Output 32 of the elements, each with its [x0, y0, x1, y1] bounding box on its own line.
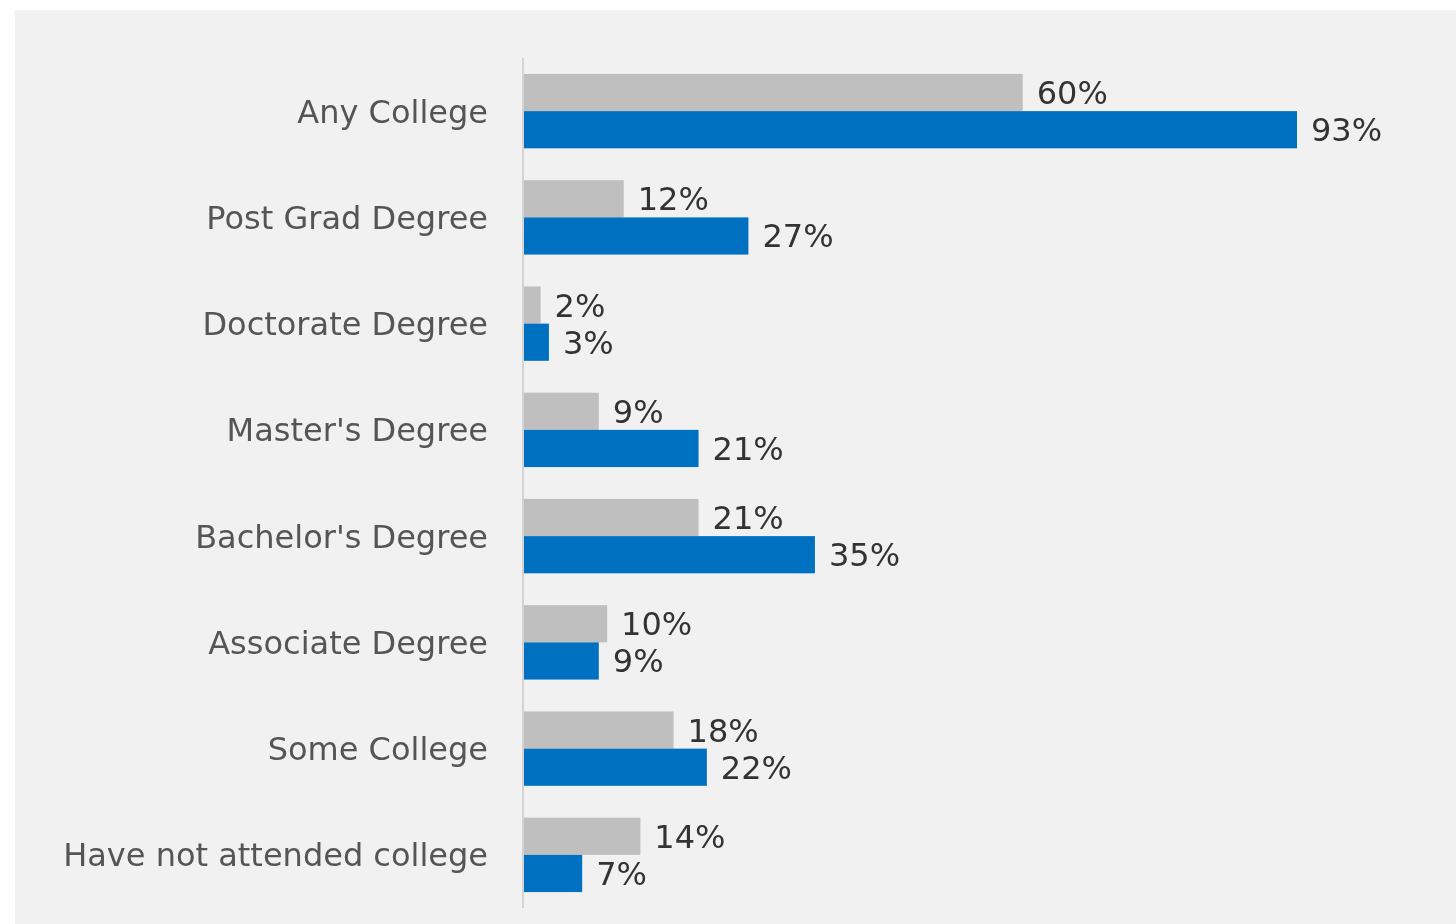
- y-tick-label: Associate Degree: [208, 623, 488, 662]
- y-tick-label: Some College: [267, 730, 488, 769]
- data-label: 12%: [637, 180, 709, 219]
- data-label: 21%: [712, 429, 784, 468]
- bar: [524, 642, 599, 680]
- data-label: 27%: [762, 217, 834, 256]
- y-tick-label: Bachelor's Degree: [195, 517, 488, 556]
- bar: [524, 323, 549, 361]
- data-label: 18%: [687, 711, 759, 750]
- bar: [524, 429, 699, 468]
- data-label: 3%: [562, 323, 614, 362]
- bar: [524, 536, 815, 574]
- y-tick-label: Have not attended college: [63, 836, 488, 875]
- data-label: 14%: [654, 817, 726, 856]
- data-label: 10%: [621, 605, 693, 644]
- y-tick-label: Doctorate Degree: [202, 305, 488, 344]
- bar: [524, 748, 707, 786]
- data-label: 22%: [720, 748, 792, 787]
- bar: [524, 111, 1297, 149]
- data-label: 7%: [596, 854, 647, 893]
- data-label: 35%: [828, 536, 901, 575]
- data-label: 21%: [712, 499, 784, 538]
- y-tick-label: Post Grad Degree: [206, 198, 488, 237]
- data-label: 9%: [612, 392, 664, 431]
- data-label: 9%: [612, 642, 664, 681]
- data-label: 2%: [554, 286, 606, 325]
- bar: [524, 217, 749, 255]
- data-label: 93%: [1311, 111, 1383, 150]
- y-tick-label: Master's Degree: [226, 411, 488, 450]
- y-tick-label: Any College: [297, 92, 488, 131]
- data-label: 60%: [1036, 74, 1108, 113]
- bar: [524, 854, 583, 893]
